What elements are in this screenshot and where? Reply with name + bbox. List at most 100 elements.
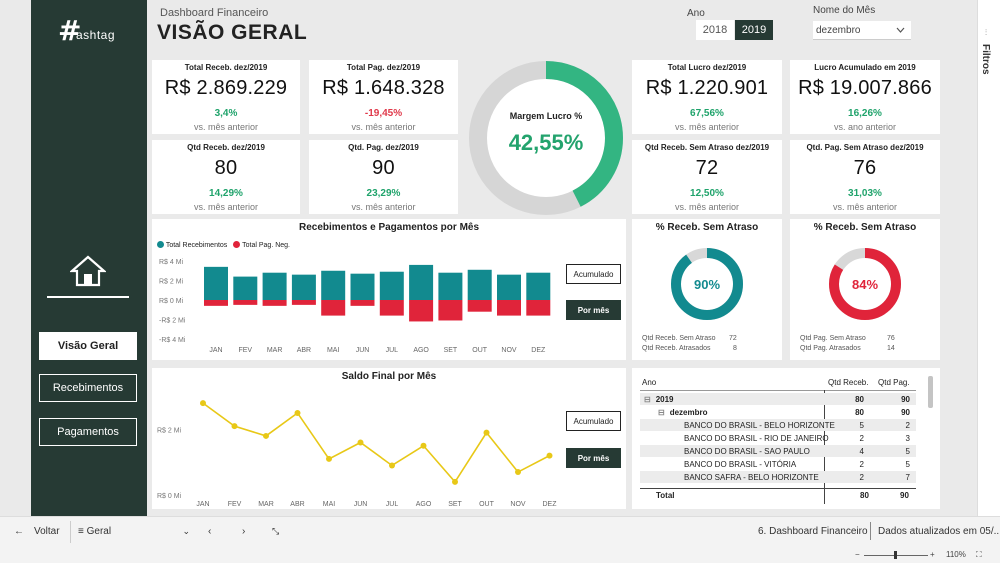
zoom-level: 110% [946,550,966,559]
kpi-qtd-pag: Qtd. Pag. dez/2019 90 23,29% vs. mês ant… [309,140,458,214]
bar-recebimentos[interactable] [379,271,404,300]
col-header-qtd-pag[interactable]: Qtd Pag. [878,378,910,387]
month-select[interactable]: dezembro [813,21,911,40]
saldo-point[interactable] [294,409,301,416]
bar-pagamentos[interactable] [321,300,346,316]
page-select[interactable]: ≡ Geral ⌄ [78,526,190,537]
collapse-toggle-icon[interactable]: ⊟ [658,407,665,417]
saldo-point[interactable] [231,423,238,430]
saldo-point[interactable] [546,452,553,459]
acumulado-line-button[interactable]: Acumulado [566,411,621,431]
kpi-title: Qtd. Pag. dez/2019 [348,143,419,152]
kpi-pct: 31,03% [848,188,882,199]
por-mes-line-button[interactable]: Por mês [566,448,621,468]
x-tick-label: NOV [501,347,517,354]
bar-recebimentos[interactable] [321,270,346,300]
table-row[interactable]: BANCO DO BRASIL - RIO DE JANEIRO 2 3 [640,432,916,444]
x-tick-label: JUL [386,501,399,508]
bar-pagamentos[interactable] [467,300,492,312]
bar-recebimentos[interactable] [526,272,551,300]
margem-title: Margem Lucro % [509,111,583,121]
saldo-point[interactable] [452,478,458,485]
legend-dot-receb [157,241,164,248]
bar-recebimentos[interactable] [409,264,434,300]
matrix-table: Ano Qtd Receb. Qtd Pag. ⊟ 2019 80 90 ⊟ dezemb… [632,368,940,509]
saldo-point[interactable] [515,469,521,476]
bar-pagamentos[interactable] [233,300,258,305]
table-row[interactable]: BANCO SAFRA - BELO HORIZONTE 2 7 [640,471,916,483]
bar-pagamentos[interactable] [379,300,404,316]
col-header-ano[interactable]: Ano [642,378,657,387]
x-tick-label: ABR [297,347,311,354]
bar-recebimentos[interactable] [233,276,258,300]
zoom-slider-thumb[interactable] [894,551,897,559]
saldo-point[interactable] [483,429,490,436]
bar-recebimentos[interactable] [291,274,316,300]
row-label-text: BANCO DO BRASIL - VITÓRIA [684,459,797,469]
gauge-value: 84% [851,277,879,292]
kpi-title: Total Receb. dez/2019 [184,63,268,72]
kpi-compare: vs. mês anterior [193,122,259,132]
nav-visao-geral-button[interactable]: Visão Geral [39,332,137,360]
bar-recebimentos[interactable] [438,272,463,300]
legend-pag-label: Total Pag. Neg. [242,242,291,249]
row-label: ⊟ dezembro [658,408,708,417]
table-row[interactable]: BANCO DO BRASIL - BELO HORIZONTE 5 2 [640,419,916,431]
bar-pagamentos[interactable] [350,300,375,306]
gauge-title: % Receb. Sem Atraso [813,222,917,233]
kpi-compare: vs. ano anterior [833,122,897,132]
bar-recebimentos[interactable] [204,266,228,300]
back-button[interactable]: ← Voltar [14,526,60,537]
nav-pagamentos-button[interactable]: Pagamentos [39,418,137,446]
table-row[interactable]: BANCO DO BRASIL - VITÓRIA 2 5 [640,458,916,470]
zoom-out-icon[interactable]: − [855,550,860,559]
bar-recebimentos[interactable] [497,274,521,300]
table-scrollbar[interactable] [928,376,933,408]
year-2019-button[interactable]: 2019 [735,20,773,40]
ano-label: Ano [687,8,705,19]
saldo-point[interactable] [389,462,395,469]
bar-recebimentos[interactable] [262,272,287,300]
year-2018-button[interactable]: 2018 [696,20,734,40]
bar-pagamentos[interactable] [262,300,287,306]
x-tick-label: SET [444,347,458,354]
next-page-icon[interactable]: › [242,526,246,537]
y-tick-label: -R$ 4 Mi [159,337,186,344]
zoom-in-icon[interactable]: + [930,550,935,559]
home-icon[interactable] [70,255,106,287]
por-mes-button[interactable]: Por mês [566,300,621,320]
collapse-toggle-icon[interactable]: ⊟ [644,394,651,404]
x-tick-label: FEV [228,501,242,508]
prev-page-icon[interactable]: ‹ [208,526,212,537]
saldo-point[interactable] [420,442,427,449]
col-header-qtd-receb[interactable]: Qtd Receb. [828,378,869,387]
bar-pagamentos[interactable] [204,300,228,306]
nav-recebimentos-button[interactable]: Recebimentos [39,374,137,402]
x-tick-label: MAR [267,347,283,354]
saldo-point[interactable] [263,432,269,439]
cell-qtd-pag: 2 [905,420,910,430]
kpi-value: 76 [853,157,877,179]
bar-recebimentos[interactable] [467,269,492,300]
table-row[interactable]: BANCO DO BRASIL - SAO PAULO 4 5 [640,445,916,457]
x-tick-label: AGO [416,501,432,508]
kpi-value: R$ 1.648.328 [322,77,445,99]
x-tick-label: JUN [356,347,370,354]
bar-pagamentos[interactable] [526,300,551,316]
bar-pagamentos[interactable] [438,300,463,321]
bar-recebimentos[interactable] [350,273,375,300]
filters-panel[interactable]: ⫶ Filtros [977,0,1000,516]
table-row[interactable]: ⊟ 2019 80 90 [640,393,916,405]
collapse-icon[interactable]: ⤡ [272,526,280,536]
saldo-point[interactable] [326,455,332,462]
saldo-point[interactable] [200,400,206,407]
fit-page-icon[interactable]: ⛶ [976,550,982,559]
acumulado-button[interactable]: Acumulado [566,264,621,284]
table-row[interactable]: ⊟ dezembro 80 90 [640,406,916,418]
kpi-title: Total Lucro dez/2019 [667,63,747,72]
bar-pagamentos[interactable] [409,300,434,322]
bar-pagamentos[interactable] [497,300,521,316]
saldo-point[interactable] [357,439,364,446]
bar-pagamentos[interactable] [291,300,316,305]
y-tick-label: R$ 2 Mi [157,427,182,434]
